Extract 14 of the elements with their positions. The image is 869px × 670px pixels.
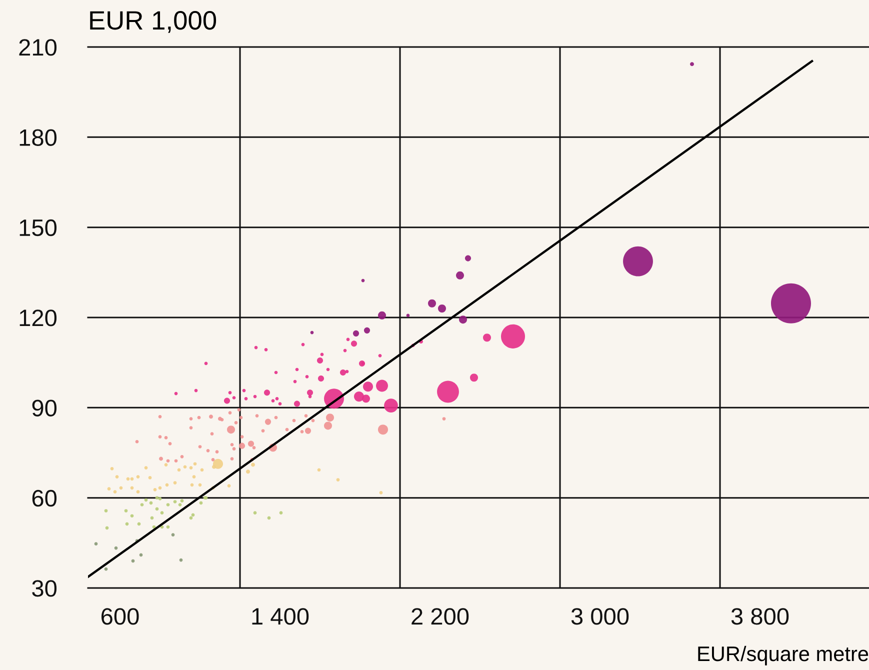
y-tick-label: 120 bbox=[20, 310, 57, 326]
x-tick-label: 600 bbox=[102, 608, 139, 625]
y-axis-title: EUR 1,000 bbox=[90, 11, 216, 33]
x-tick-label: 3 000 bbox=[571, 608, 629, 625]
y-tick-label: 60 bbox=[32, 490, 57, 507]
y-tick-label: 210 bbox=[19, 39, 57, 56]
x-axis-title: EUR/square metre bbox=[698, 646, 868, 666]
x-tick-label: 1 400 bbox=[252, 608, 309, 625]
x-tick-label: 2 200 bbox=[412, 608, 469, 625]
y-tick-label: 150 bbox=[20, 219, 57, 236]
y-tick-label: 180 bbox=[20, 129, 57, 146]
y-tick-label: 30 bbox=[32, 580, 57, 597]
x-tick-label: 3 800 bbox=[731, 608, 789, 625]
y-tick-label: 90 bbox=[32, 400, 57, 416]
